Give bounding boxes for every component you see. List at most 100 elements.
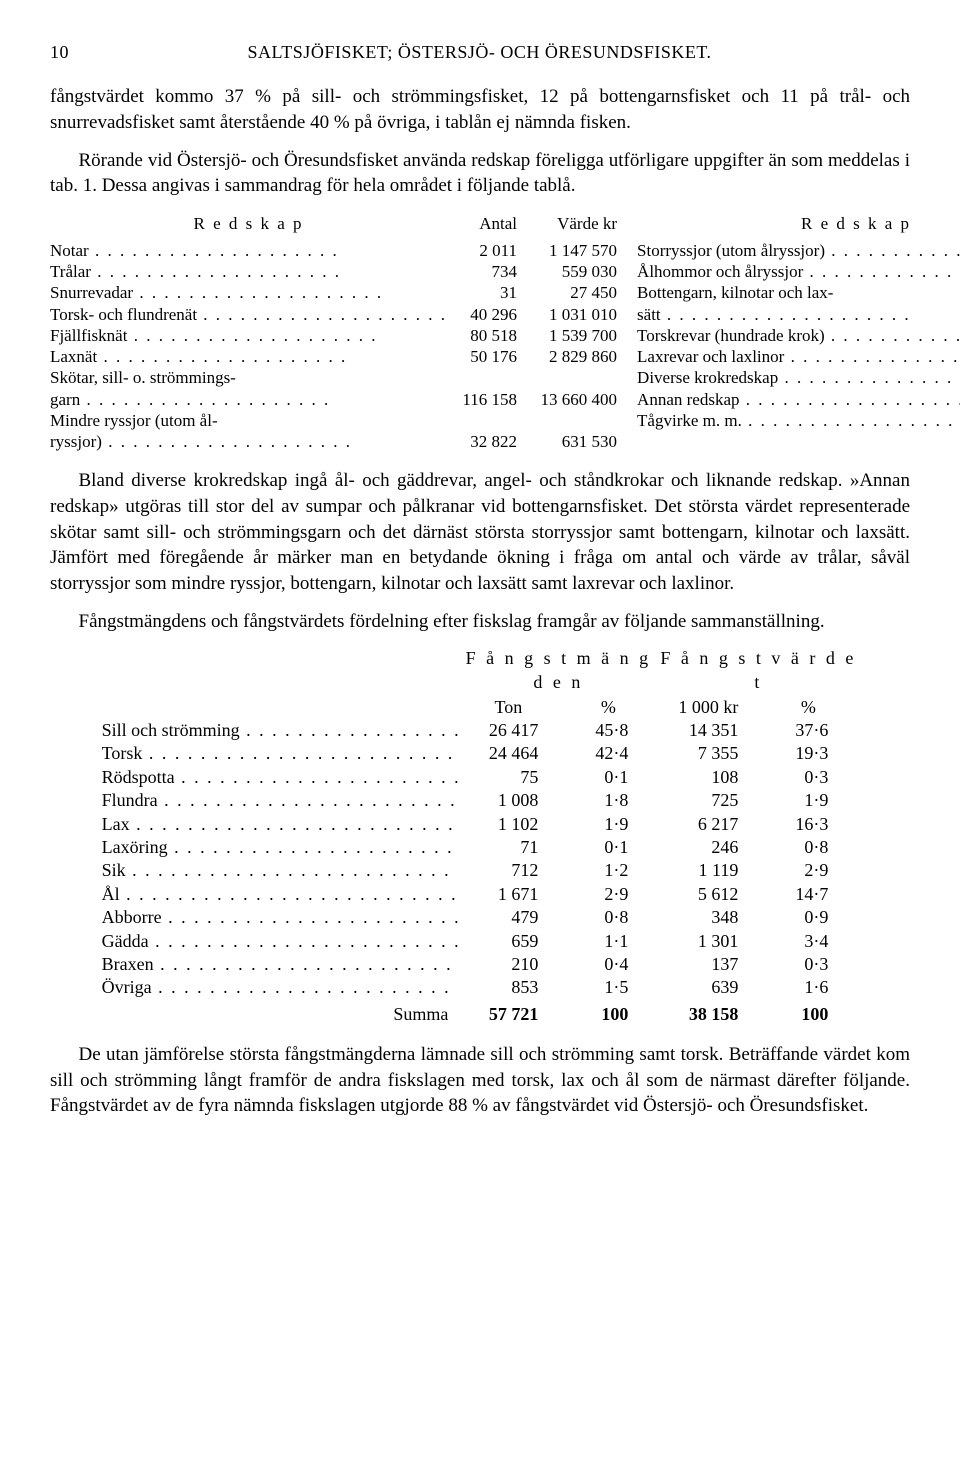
- fangst-name: Lax: [102, 813, 459, 836]
- page-number: 10: [50, 40, 69, 64]
- fangst-pct: 2·9: [558, 883, 658, 906]
- fangst-row: Torsk24 46442·47 35519·3: [102, 742, 859, 765]
- fangst-row: Sill och strömming26 41745·814 35137·6: [102, 719, 859, 742]
- redskap-row: garn116 15813 660 400: [50, 389, 617, 410]
- fangst-pct2: 37·6: [758, 719, 858, 742]
- col-header-antal: Antal: [447, 213, 517, 236]
- redskap-row: Bottengarn, kilnotar och lax-: [637, 282, 960, 303]
- sum-ton: 57 721: [458, 1002, 558, 1026]
- redskap-antal: 734: [447, 261, 517, 282]
- fangst-pct2: 0·8: [758, 836, 858, 859]
- redskap-name: Notar: [50, 240, 447, 261]
- redskap-antal: 80 518: [447, 325, 517, 346]
- redskap-row: ryssjor)32 822631 530: [50, 431, 617, 452]
- sum-kr: 38 158: [658, 1002, 758, 1026]
- fangst-sum-row: Summa 57 721 100 38 158 100: [102, 1002, 859, 1026]
- sum-pct: 100: [558, 1002, 658, 1026]
- fangst-pct2: 1·6: [758, 976, 858, 999]
- fangst-ton: 75: [458, 766, 558, 789]
- redskap-row: Mindre ryssjor (utom ål-: [50, 410, 617, 431]
- redskap-antal: 50 176: [447, 346, 517, 367]
- redskap-row: Torskrevar (hundrade krok)57 762390 090: [637, 325, 960, 346]
- redskap-name: Snurrevadar: [50, 282, 447, 303]
- fangst-pct: 42·4: [558, 742, 658, 765]
- fangst-kr: 246: [658, 836, 758, 859]
- fangst-kr: 348: [658, 906, 758, 929]
- fangst-name: Flundra: [102, 789, 459, 812]
- redskap-antal: 2 011: [447, 240, 517, 261]
- redskap-table: R e d s k a p Antal Värde kr Notar2 0111…: [50, 213, 910, 452]
- redskap-col-left: R e d s k a p Antal Värde kr Notar2 0111…: [50, 213, 617, 452]
- fangst-kr: 108: [658, 766, 758, 789]
- redskap-name: Diverse krokredskap: [637, 367, 960, 388]
- redskap-name: Skötar, sill- o. strömmings-: [50, 367, 447, 388]
- redskap-antal: 32 822: [447, 431, 517, 452]
- sum-pct2: 100: [758, 1002, 858, 1026]
- redskap-name: garn: [50, 389, 447, 410]
- fangst-pct: 0·1: [558, 836, 658, 859]
- fangst-ton: 71: [458, 836, 558, 859]
- redskap-row: Fjällfisknät80 5181 539 700: [50, 325, 617, 346]
- fangst-kr: 7 355: [658, 742, 758, 765]
- redskap-row: Laxrevar och laxlinor85 984652 130: [637, 346, 960, 367]
- redskap-name: Storryssjor (utom ålryssjor): [637, 240, 960, 261]
- fangst-kr: 1 119: [658, 859, 758, 882]
- redskap-name: Torskrevar (hundrade krok): [637, 325, 960, 346]
- fangst-pct: 1·8: [558, 789, 658, 812]
- fangst-ton: 1 102: [458, 813, 558, 836]
- redskap-row: Skötar, sill- o. strömmings-: [50, 367, 617, 388]
- fangst-name: Sill och strömming: [102, 719, 459, 742]
- paragraph-2: Rörande vid Östersjö- och Öresundsfisket…: [50, 148, 910, 199]
- fangst-kr: 1 301: [658, 930, 758, 953]
- fangst-ton: 1 671: [458, 883, 558, 906]
- fangst-pct: 1·5: [558, 976, 658, 999]
- redskap-row: sätt1 6664 824 210: [637, 304, 960, 325]
- redskap-name: Tågvirke m. m.: [637, 410, 960, 431]
- redskap-col-right: R e d s k a p Antal Värde kr Storryssjor…: [637, 213, 960, 452]
- redskap-varde: 631 530: [517, 431, 617, 452]
- fangst-name: Rödspotta: [102, 766, 459, 789]
- fangst-kr: 6 217: [658, 813, 758, 836]
- fangst-row: Abborre4790·83480·9: [102, 906, 859, 929]
- fangst-row: Gädda6591·11 3013·4: [102, 930, 859, 953]
- group-header-vardet: F å n g s t v ä r d e t: [658, 646, 858, 695]
- fangst-row: Lax1 1021·96 21716·3: [102, 813, 859, 836]
- fangst-ton: 479: [458, 906, 558, 929]
- fangst-name: Gädda: [102, 930, 459, 953]
- redskap-row: Diverse krokredskap—541 930: [637, 367, 960, 388]
- redskap-name: Torsk- och flundrenät: [50, 304, 447, 325]
- redskap-name: ryssjor): [50, 431, 447, 452]
- redskap-row: Torsk- och flundrenät40 2961 031 010: [50, 304, 617, 325]
- fangst-table: F å n g s t m ä n g d e n F å n g s t v …: [102, 646, 859, 1026]
- fangst-pct: 0·8: [558, 906, 658, 929]
- redskap-name: Annan redskap: [637, 389, 960, 410]
- redskap-antal: 116 158: [447, 389, 517, 410]
- col-header-ton: Ton: [458, 695, 558, 719]
- redskap-varde: 1 031 010: [517, 304, 617, 325]
- fangst-sub-header: Ton % 1 000 kr %: [102, 695, 859, 719]
- redskap-name: Ålhommor och ålryssjor: [637, 261, 960, 282]
- redskap-name: Fjällfisknät: [50, 325, 447, 346]
- redskap-name: Trålar: [50, 261, 447, 282]
- fangst-kr: 639: [658, 976, 758, 999]
- fangst-row: Rödspotta750·11080·3: [102, 766, 859, 789]
- redskap-varde: 27 450: [517, 282, 617, 303]
- fangst-ton: 1 008: [458, 789, 558, 812]
- redskap-header: R e d s k a p Antal Värde kr: [50, 213, 617, 236]
- col-header-pct2: %: [758, 695, 858, 719]
- redskap-row: Storryssjor (utom ålryssjor)5 8994 955 5…: [637, 240, 960, 261]
- redskap-name: sätt: [637, 304, 960, 325]
- fangst-pct: 45·8: [558, 719, 658, 742]
- fangst-ton: 210: [458, 953, 558, 976]
- redskap-varde: 1 147 570: [517, 240, 617, 261]
- fangst-pct: 1·9: [558, 813, 658, 836]
- fangst-row: Övriga8531·56391·6: [102, 976, 859, 999]
- fangst-row: Braxen2100·41370·3: [102, 953, 859, 976]
- fangst-name: Övriga: [102, 976, 459, 999]
- redskap-row: Ålhommor och ålryssjor20 1421 075 190: [637, 261, 960, 282]
- redskap-varde: 559 030: [517, 261, 617, 282]
- fangst-pct: 1·2: [558, 859, 658, 882]
- paragraph-5: De utan jämförelse största fångstmängder…: [50, 1042, 910, 1119]
- col-header-pct: %: [558, 695, 658, 719]
- redskap-varde: 13 660 400: [517, 389, 617, 410]
